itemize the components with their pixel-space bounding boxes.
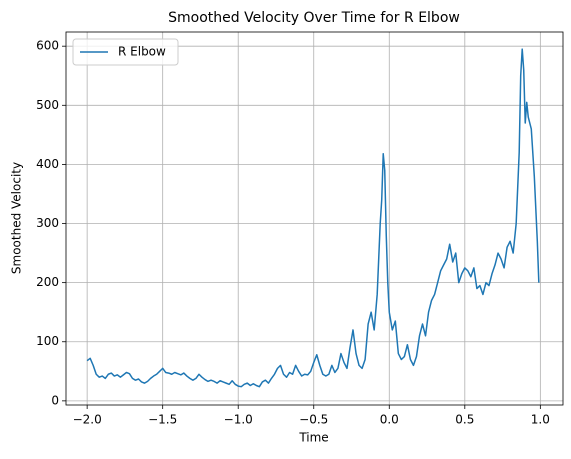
x-tick-label: −1.5	[148, 413, 177, 427]
x-tick-label: 0.0	[380, 413, 399, 427]
y-tick-label: 500	[36, 98, 59, 112]
x-axis-label: Time	[298, 431, 328, 445]
legend-box	[72, 38, 179, 66]
chart-title: Smoothed Velocity Over Time for R Elbow	[168, 10, 460, 26]
y-axis-label: Smoothed Velocity	[10, 162, 24, 274]
x-tick-label: 0.5	[455, 413, 474, 427]
y-tick-label: 300	[36, 216, 59, 230]
x-tick-label: −1.0	[224, 413, 253, 427]
x-tick-label: −0.5	[299, 413, 328, 427]
plot-frame	[65, 31, 564, 406]
data-line	[86, 48, 540, 388]
y-tick-label: 200	[36, 275, 59, 289]
x-tick-label: 1.0	[531, 413, 550, 427]
y-tick-label: 400	[36, 157, 59, 171]
y-tick-label: 0	[51, 393, 59, 407]
legend-label: R Elbow	[118, 45, 166, 59]
x-tick-label: −2.0	[73, 413, 102, 427]
y-tick-label: 100	[36, 334, 59, 348]
y-tick-label: 600	[36, 39, 59, 53]
